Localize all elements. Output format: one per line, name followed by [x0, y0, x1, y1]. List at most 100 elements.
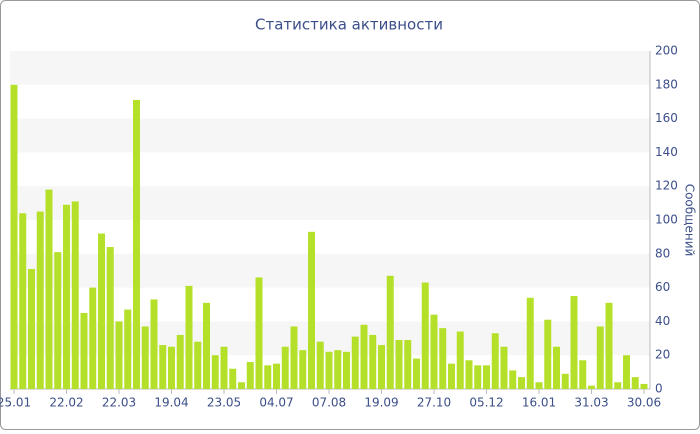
bar [203, 302, 210, 389]
x-tick-label: 25.01 [0, 396, 31, 410]
bar [404, 339, 412, 389]
bar [185, 285, 193, 389]
bar [80, 312, 88, 389]
bar [246, 361, 254, 389]
bar [570, 296, 578, 389]
y-tick-label: 200 [655, 44, 678, 58]
bar [518, 377, 525, 389]
bar [334, 350, 342, 389]
bar [281, 346, 289, 389]
bar [579, 360, 587, 389]
bar [176, 334, 184, 389]
bar [491, 333, 499, 389]
bar [483, 365, 490, 389]
y-tick-label: 0 [655, 382, 663, 396]
bar [273, 363, 280, 389]
bar [141, 326, 149, 389]
bar [106, 247, 114, 389]
bar [378, 345, 385, 389]
y-tick-label: 160 [655, 111, 678, 125]
bar [596, 326, 604, 389]
bar [500, 346, 508, 389]
x-tick-label: 22.02 [49, 396, 83, 410]
x-tick-label: 16.01 [522, 396, 556, 410]
bar [474, 365, 482, 389]
bar [63, 204, 70, 389]
y-tick-label: 40 [655, 314, 670, 328]
bar [211, 355, 219, 389]
x-tick-label: 22.03 [102, 396, 136, 410]
bar [544, 319, 552, 389]
bar [448, 363, 455, 389]
x-tick-label: 05.12 [469, 396, 503, 410]
bar [98, 233, 105, 389]
bar [115, 321, 123, 389]
bar [229, 368, 237, 389]
bar [133, 100, 140, 389]
bar [168, 346, 175, 389]
bar [605, 302, 613, 389]
bar [28, 269, 35, 389]
bar [290, 326, 298, 389]
x-tick-label: 31.03 [574, 396, 608, 410]
bar [509, 370, 517, 389]
bar [561, 373, 569, 389]
bar [238, 382, 245, 389]
x-tick-label: 23.05 [207, 396, 241, 410]
bar [369, 334, 377, 389]
bar [631, 377, 639, 389]
bar [10, 84, 18, 390]
bar [316, 341, 324, 389]
bar [526, 297, 534, 389]
bar [299, 350, 307, 389]
bar [588, 385, 595, 389]
bar [325, 351, 333, 389]
y-tick-label: 100 [655, 213, 678, 227]
y-tick-label: 180 [655, 77, 678, 91]
y-tick-label: 80 [655, 246, 670, 260]
bar [553, 346, 560, 389]
bar [386, 275, 394, 389]
bar [456, 331, 464, 389]
bar [351, 336, 359, 389]
x-tick-label: 07.08 [312, 396, 346, 410]
bar [194, 341, 202, 389]
y-tick-label: 60 [655, 280, 670, 294]
bar [220, 346, 228, 389]
y-tick-label: 20 [655, 348, 670, 362]
grid-band [10, 118, 650, 153]
bar [421, 282, 429, 389]
x-tick-label: 27.10 [417, 396, 451, 410]
bar [308, 231, 315, 389]
bar [36, 211, 44, 389]
bar [640, 383, 648, 389]
bar [19, 213, 27, 389]
grid-band [10, 51, 650, 85]
x-tick-label: 19.09 [364, 396, 398, 410]
grid-band [10, 253, 650, 288]
bar [343, 351, 350, 389]
bar [150, 299, 158, 389]
bar [45, 189, 53, 389]
bar [89, 287, 97, 389]
chart-title: Статистика активности [255, 16, 443, 34]
x-tick-label: 30.06 [627, 396, 661, 410]
bar [360, 324, 368, 389]
y-tick-label: 140 [655, 145, 678, 159]
bar [264, 365, 272, 389]
y-tick-label: 120 [655, 179, 678, 193]
bar [439, 328, 447, 389]
bar [159, 345, 167, 389]
bar [430, 314, 438, 389]
bar [623, 355, 630, 389]
y-axis-label: Сообщений [683, 184, 697, 257]
bar [465, 360, 473, 389]
bar [395, 339, 403, 389]
x-tick-label: 19.04 [154, 396, 188, 410]
bar [413, 358, 420, 389]
bar [535, 382, 543, 389]
bar [54, 252, 62, 389]
bar [124, 309, 132, 389]
grid-band [10, 186, 650, 220]
